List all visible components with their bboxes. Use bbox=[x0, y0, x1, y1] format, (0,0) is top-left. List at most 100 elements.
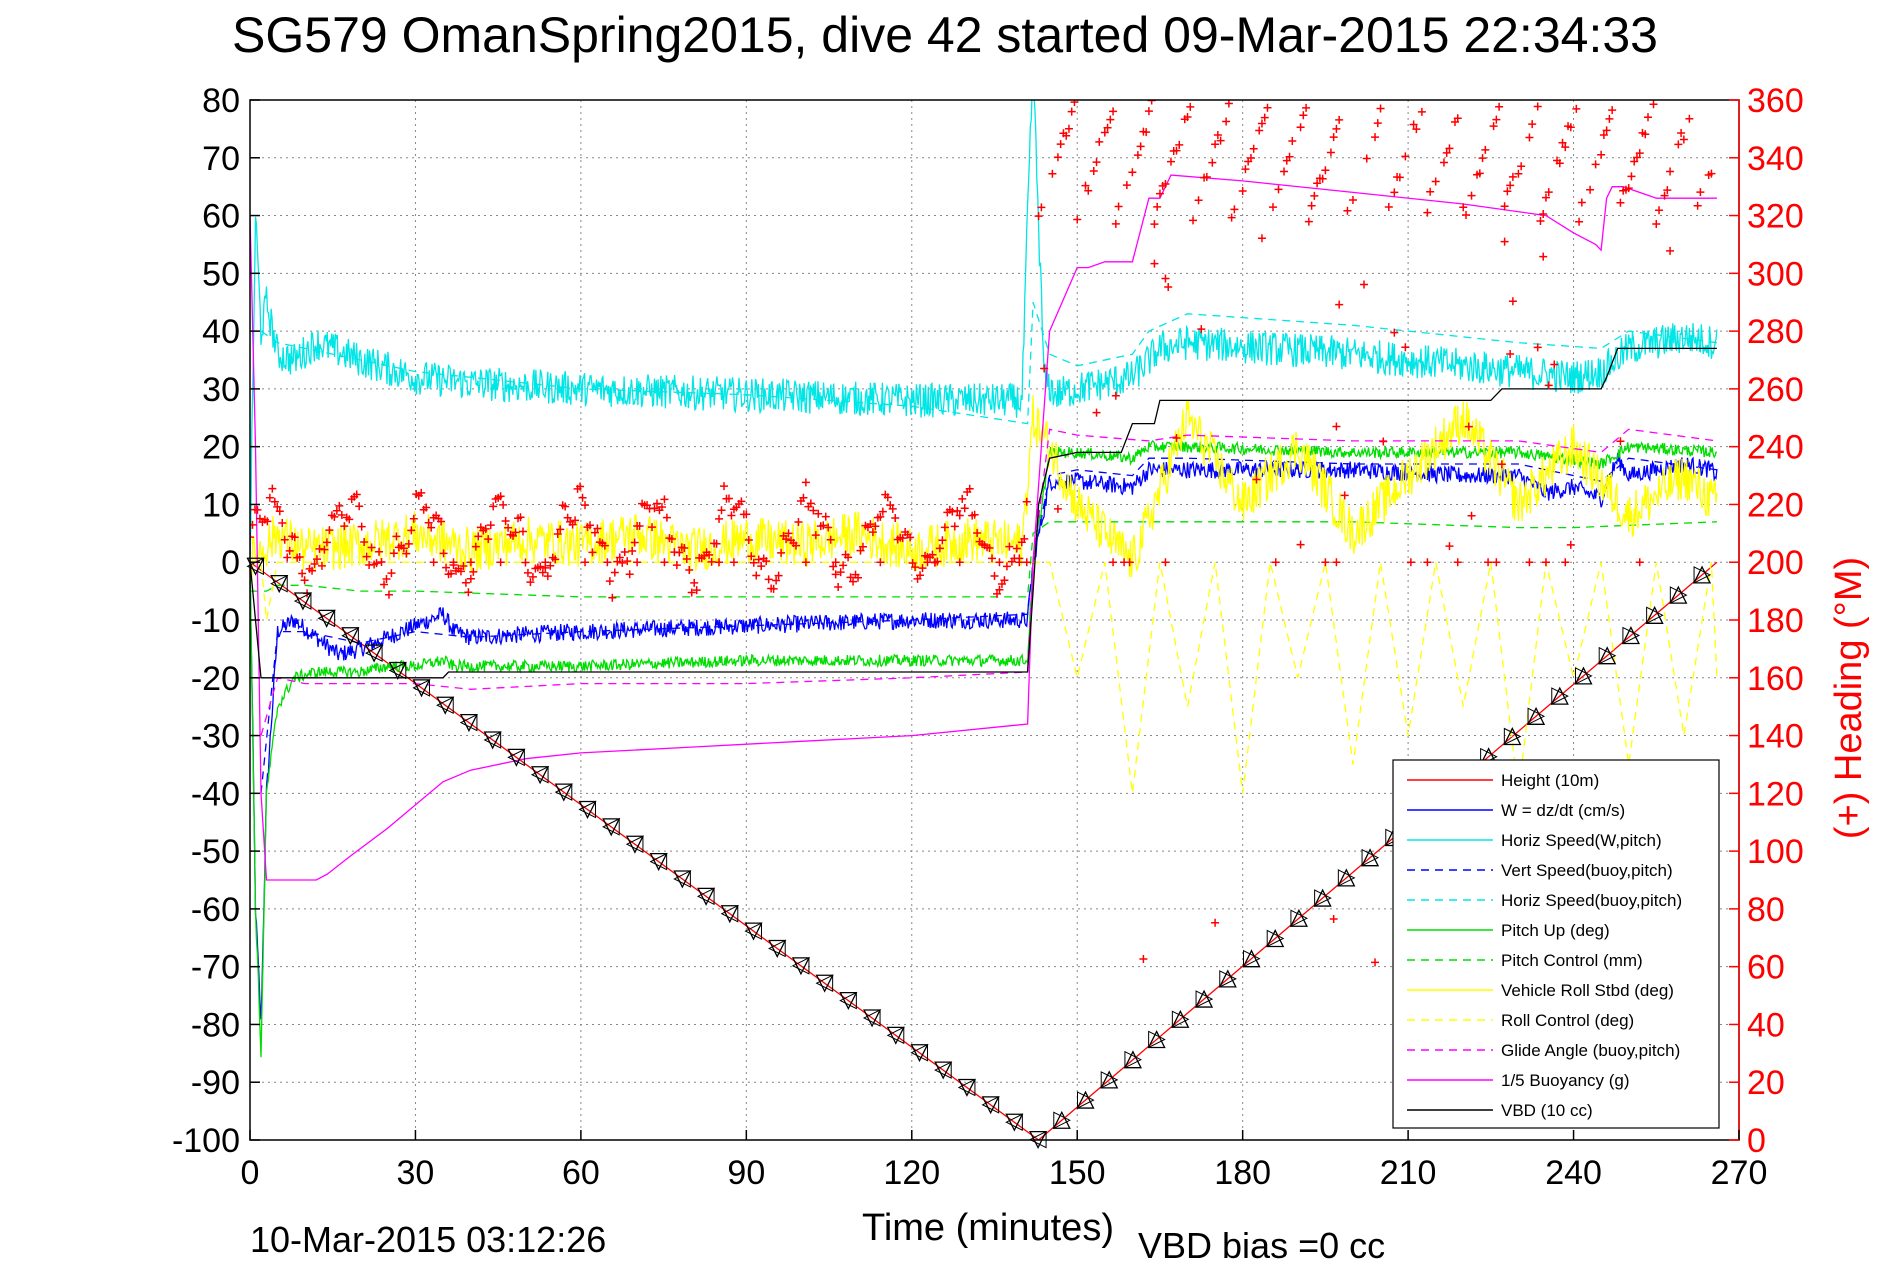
heading-point-73 bbox=[427, 523, 436, 532]
x-tick-label-0: 0 bbox=[241, 1154, 260, 1192]
depth-marker-48 bbox=[815, 974, 834, 993]
heading-point-459 bbox=[1409, 120, 1418, 129]
yr-tick-label-9: 180 bbox=[1747, 602, 1804, 640]
depth-marker-76 bbox=[1147, 1030, 1166, 1049]
heading-point-266 bbox=[876, 512, 885, 521]
yr-tick-label-15: 60 bbox=[1747, 949, 1785, 987]
heading-point-397 bbox=[1216, 136, 1225, 145]
series-vbd-10-cc bbox=[250, 347, 1717, 679]
heading-point-499 bbox=[1525, 558, 1534, 567]
heading-point-415 bbox=[1274, 185, 1283, 194]
heading-point-493 bbox=[1506, 349, 1515, 358]
x-tick-label-6: 180 bbox=[1214, 1154, 1271, 1192]
heading-point-3 bbox=[253, 505, 262, 514]
heading-point-354 bbox=[1106, 115, 1115, 124]
depth-marker-122 bbox=[1692, 565, 1712, 584]
depth-marker-93 bbox=[1337, 869, 1356, 887]
heading-point-152 bbox=[608, 593, 617, 602]
legend-label-4: Horiz Speed(buoy,pitch) bbox=[1501, 891, 1682, 910]
heading-point-161 bbox=[630, 538, 639, 547]
heading-point-121 bbox=[536, 562, 545, 571]
heading-point-92 bbox=[466, 558, 475, 567]
depth-marker-106 bbox=[1503, 727, 1522, 746]
legend-label-10: 1/5 Buoyancy (g) bbox=[1501, 1071, 1630, 1090]
heading-point-500 bbox=[1528, 120, 1537, 129]
x-tick-label-7: 210 bbox=[1380, 1154, 1437, 1192]
heading-point-508 bbox=[1544, 188, 1553, 197]
heading-point-328 bbox=[1015, 558, 1024, 567]
heading-point-402 bbox=[1238, 187, 1247, 196]
depth-marker-77 bbox=[1148, 1030, 1166, 1049]
heading-point-474 bbox=[1459, 203, 1468, 212]
heading-point-469 bbox=[1445, 144, 1454, 153]
depth-marker-11 bbox=[364, 644, 383, 662]
heading-point-380 bbox=[1166, 157, 1175, 166]
heading-point-222 bbox=[772, 576, 781, 585]
heading-point-198 bbox=[715, 558, 724, 567]
heading-point-40 bbox=[345, 515, 354, 524]
depth-marker-55 bbox=[886, 1026, 905, 1045]
heading-point-289 bbox=[928, 550, 937, 559]
heading-point-475 bbox=[1462, 211, 1471, 220]
depth-marker-42 bbox=[744, 922, 763, 941]
heading-point-448 bbox=[1376, 104, 1385, 113]
heading-point-302 bbox=[955, 558, 964, 567]
heading-point-458 bbox=[1406, 558, 1415, 567]
depth-marker-24 bbox=[531, 766, 550, 785]
heading-point-408 bbox=[1255, 126, 1264, 135]
yr-tick-label-12: 120 bbox=[1747, 775, 1804, 813]
heading-point-382 bbox=[1172, 146, 1181, 155]
depth-marker-51 bbox=[839, 991, 857, 1010]
depth-marker-37 bbox=[673, 870, 691, 888]
heading-point-526 bbox=[1602, 126, 1611, 135]
heading-point-238 bbox=[809, 506, 818, 515]
depth-marker-14 bbox=[412, 679, 431, 698]
depth-marker-47 bbox=[791, 957, 810, 975]
depth-marker-74 bbox=[1123, 1050, 1142, 1069]
heading-point-25 bbox=[308, 566, 317, 575]
heading-point-548 bbox=[1666, 246, 1675, 255]
heading-point-284 bbox=[918, 564, 927, 573]
heading-point-59 bbox=[392, 532, 401, 541]
heading-point-234 bbox=[801, 478, 810, 487]
heading-point-452 bbox=[1390, 328, 1399, 337]
heading-point-90 bbox=[464, 588, 473, 597]
depth-marker-26 bbox=[554, 783, 573, 802]
heading-point-517 bbox=[1566, 123, 1575, 132]
heading-point-29 bbox=[317, 561, 326, 570]
heading-point-66 bbox=[409, 514, 418, 523]
heading-point-188 bbox=[692, 586, 701, 595]
depth-marker-114 bbox=[1598, 646, 1617, 665]
heading-point-442 bbox=[1348, 195, 1357, 204]
heading-point-523 bbox=[1591, 160, 1600, 169]
heading-point-446 bbox=[1371, 958, 1380, 967]
heading-point-20 bbox=[295, 553, 304, 562]
heading-point-34 bbox=[330, 512, 339, 521]
heading-point-122 bbox=[538, 568, 547, 577]
heading-point-403 bbox=[1241, 165, 1250, 174]
heading-point-525 bbox=[1599, 130, 1608, 139]
heading-point-293 bbox=[935, 544, 944, 553]
heading-point-330 bbox=[1020, 534, 1029, 543]
legend-label-2: Horiz Speed(W,pitch) bbox=[1501, 831, 1662, 850]
heading-point-173 bbox=[657, 502, 666, 511]
heading-point-334 bbox=[1037, 203, 1046, 212]
heading-point-388 bbox=[1189, 216, 1198, 225]
heading-point-249 bbox=[834, 582, 843, 591]
heading-point-457 bbox=[1401, 343, 1410, 352]
heading-point-130 bbox=[556, 525, 565, 534]
heading-point-89 bbox=[461, 578, 470, 587]
yr-tick-label-7: 220 bbox=[1747, 486, 1804, 524]
heading-point-434 bbox=[1329, 915, 1338, 924]
heading-point-213 bbox=[749, 558, 758, 567]
heading-point-473 bbox=[1453, 558, 1462, 567]
heading-point-246 bbox=[829, 562, 838, 571]
heading-point-362 bbox=[1125, 558, 1134, 567]
heading-point-133 bbox=[563, 513, 572, 522]
heading-point-401 bbox=[1230, 205, 1239, 214]
heading-point-113 bbox=[516, 513, 525, 522]
depth-marker-59 bbox=[934, 1061, 952, 1079]
heading-point-309 bbox=[973, 529, 982, 538]
heading-point-22 bbox=[300, 576, 309, 585]
x-tick-label-8: 240 bbox=[1545, 1154, 1602, 1192]
